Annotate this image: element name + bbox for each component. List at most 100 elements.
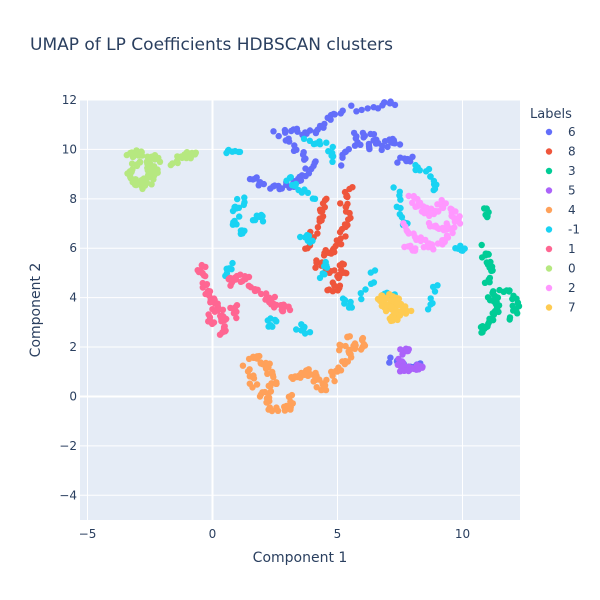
legend-item-5[interactable]: 5 <box>545 184 576 198</box>
data-point <box>381 99 388 106</box>
legend-marker <box>545 206 553 214</box>
x-tick-label: 5 <box>334 527 342 541</box>
legend-item-2[interactable]: 2 <box>545 281 576 295</box>
data-point <box>173 157 181 165</box>
legend-item-8[interactable]: 8 <box>545 145 576 159</box>
data-point <box>323 376 330 384</box>
legend-item-0[interactable]: 0 <box>545 262 576 276</box>
legend-marker <box>545 187 553 194</box>
data-point <box>300 135 308 142</box>
data-point <box>421 210 428 217</box>
data-point <box>270 373 277 381</box>
data-point <box>233 314 240 322</box>
data-point <box>329 158 336 165</box>
data-point <box>245 282 252 289</box>
data-point <box>267 383 274 390</box>
data-point <box>219 306 227 313</box>
data-point <box>321 120 328 128</box>
data-point <box>337 241 345 248</box>
data-point <box>389 295 396 302</box>
data-point <box>488 267 495 275</box>
data-point <box>449 225 456 232</box>
data-point <box>386 291 393 298</box>
data-point <box>364 105 371 112</box>
data-point <box>403 308 410 316</box>
data-point <box>329 143 336 151</box>
data-point <box>305 366 312 373</box>
data-point <box>370 279 378 286</box>
y-tick-label: 10 <box>62 142 77 156</box>
data-point <box>313 384 320 391</box>
data-point <box>270 128 277 135</box>
data-point <box>304 245 311 252</box>
data-point <box>240 201 247 209</box>
data-point <box>316 141 324 148</box>
chart-title: UMAP of LP Coefficients HDBSCAN clusters <box>30 35 393 55</box>
series-6-points <box>246 98 424 374</box>
data-point <box>286 306 294 314</box>
data-point <box>202 263 209 271</box>
data-point <box>339 269 346 277</box>
series-7-points <box>374 291 415 325</box>
data-point <box>495 302 503 309</box>
data-point <box>382 307 390 315</box>
data-point <box>441 236 448 244</box>
data-point <box>366 145 373 153</box>
data-point <box>330 245 337 252</box>
data-point <box>431 185 439 193</box>
data-point <box>399 351 406 358</box>
data-point <box>262 364 270 372</box>
data-point <box>139 185 146 193</box>
data-point <box>449 229 456 237</box>
data-point <box>319 208 326 215</box>
data-point <box>359 343 366 351</box>
data-point <box>346 209 353 217</box>
data-point <box>129 153 137 161</box>
data-point <box>394 316 401 324</box>
data-point <box>371 267 379 274</box>
data-point <box>302 234 309 241</box>
legend-label: 0 <box>568 262 576 276</box>
legend-item--1[interactable]: -1 <box>545 223 580 237</box>
data-point <box>372 140 380 147</box>
data-point <box>409 153 416 160</box>
data-point <box>411 247 419 254</box>
data-point <box>489 316 497 324</box>
data-point <box>387 354 394 361</box>
legend-title: Labels <box>530 107 572 122</box>
y-tick-label: 4 <box>69 291 77 305</box>
data-point <box>395 301 402 309</box>
data-point <box>244 368 252 375</box>
data-point <box>293 146 300 153</box>
legend-label: 5 <box>568 184 576 198</box>
data-point <box>304 189 312 196</box>
data-point <box>323 195 330 202</box>
legend-marker <box>545 128 553 136</box>
data-point <box>459 247 466 254</box>
x-tick-label: −5 <box>79 527 97 541</box>
legend-item-4[interactable]: 4 <box>545 203 576 217</box>
data-point <box>394 296 402 304</box>
data-point <box>510 307 517 314</box>
y-tick-label: 8 <box>69 192 77 206</box>
legend-item-6[interactable]: 6 <box>545 125 576 139</box>
data-point <box>271 293 278 301</box>
legend-item-1[interactable]: 1 <box>545 242 576 256</box>
data-point <box>323 139 330 146</box>
data-point <box>328 368 335 375</box>
legend-item-7[interactable]: 7 <box>545 301 576 315</box>
y-tick-label: 2 <box>69 340 77 354</box>
data-point <box>286 393 294 400</box>
data-point <box>396 141 404 148</box>
data-point <box>214 307 221 314</box>
data-point <box>199 284 206 291</box>
data-point <box>156 158 164 165</box>
data-point <box>411 233 419 240</box>
data-point <box>336 228 344 236</box>
legend-item-3[interactable]: 3 <box>545 164 576 178</box>
data-point <box>341 296 349 304</box>
data-point <box>342 203 350 211</box>
data-point <box>132 176 139 183</box>
x-tick-label: 10 <box>455 527 470 541</box>
data-point <box>138 152 146 159</box>
